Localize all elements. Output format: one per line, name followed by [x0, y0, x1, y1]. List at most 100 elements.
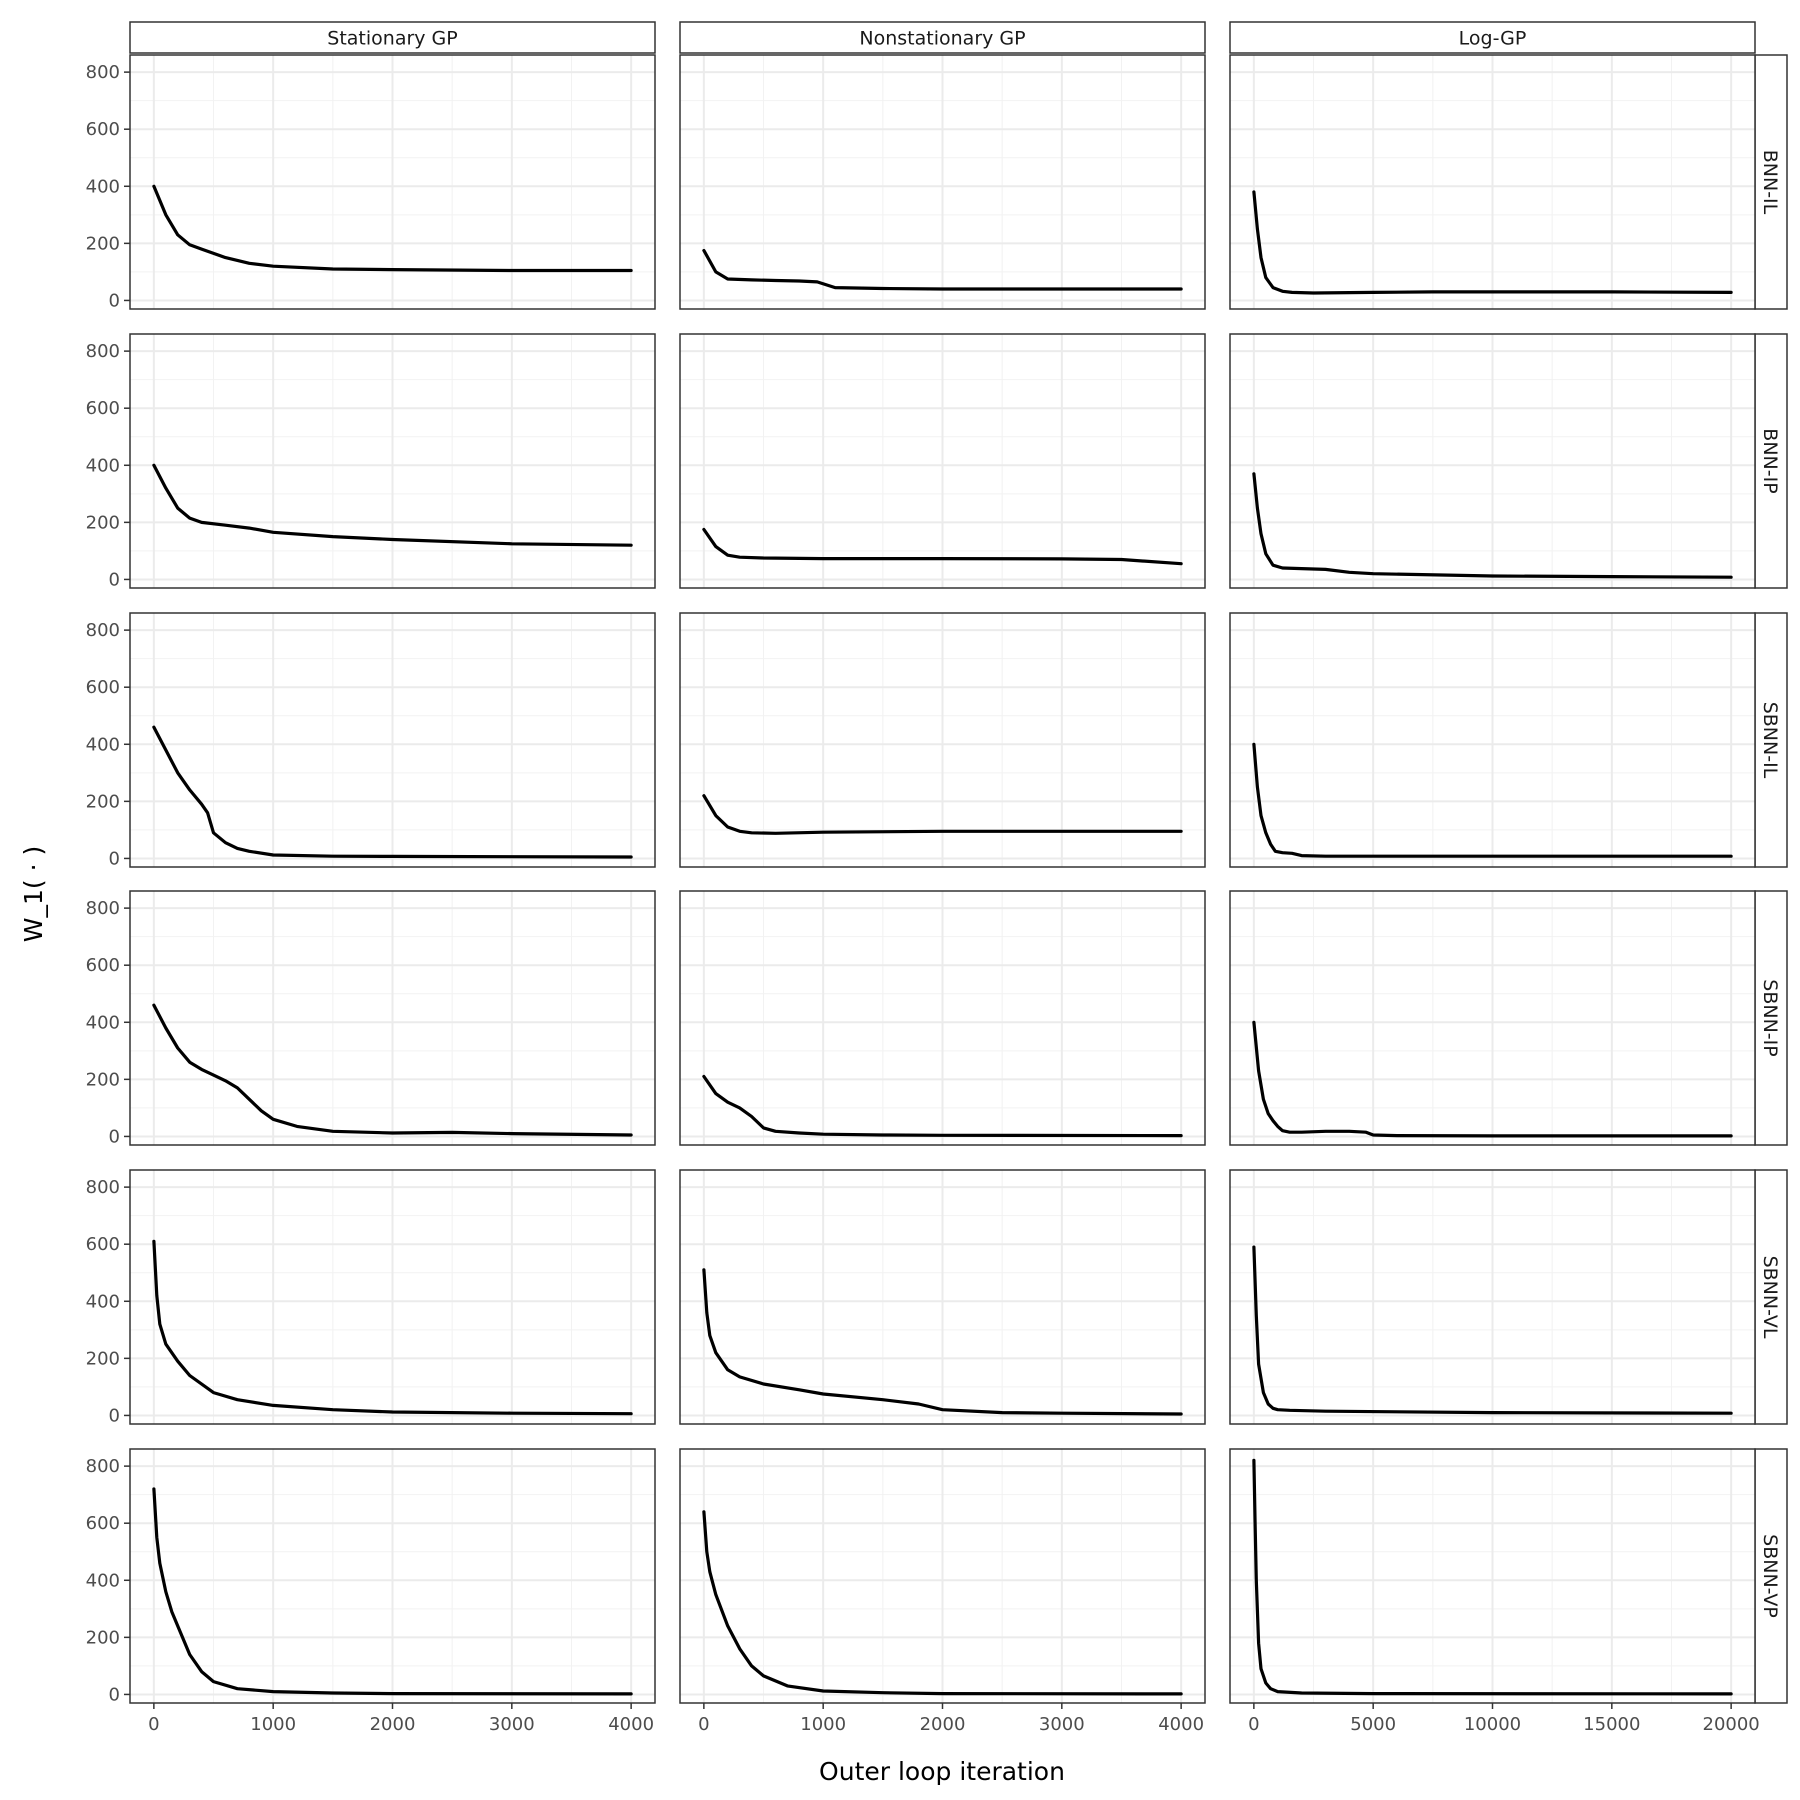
facet-strip-box	[129, 21, 656, 54]
x-tick-label: 0	[1248, 1714, 1259, 1735]
y-tick-label: 0	[109, 1126, 120, 1147]
y-tick-label: 0	[109, 290, 120, 311]
x-tick-label: 0	[698, 1714, 709, 1735]
panel-4-1: 0 200 400 600 800	[86, 890, 656, 1147]
x-axis-title: Outer loop iteration	[819, 1757, 1065, 1786]
panel-border	[1229, 1169, 1756, 1425]
y-tick-label: 0	[109, 1405, 120, 1426]
facet-strip-box	[1229, 21, 1756, 54]
panel-5-3	[1229, 1169, 1756, 1425]
panel-5-2	[679, 1169, 1206, 1425]
panel-3-2	[679, 612, 1206, 868]
panel-1-2	[679, 54, 1206, 310]
series-line	[702, 527, 1183, 566]
panel-border	[129, 890, 656, 1146]
y-tick-label: 600	[86, 955, 120, 976]
y-tick-label: 800	[86, 1456, 120, 1477]
facet-strip-row-4: SBNN-IP	[1754, 890, 1788, 1146]
x-tick-label: 20000	[1703, 1714, 1760, 1735]
panel-3-1: 0 200 400 600 800	[86, 612, 656, 869]
panel-4-3	[1229, 890, 1756, 1146]
y-tick-label: 800	[86, 898, 120, 919]
y-tick-label: 200	[86, 1627, 120, 1648]
panel-6-2: 0 1000 2000 3000 4000	[679, 1448, 1206, 1735]
y-tick-label: 600	[86, 119, 120, 140]
facet-strip-label: SBNN-IL	[1759, 702, 1781, 779]
x-tick-label: 2000	[370, 1714, 416, 1735]
panel-border	[129, 1169, 656, 1425]
y-tick-label: 400	[86, 1291, 120, 1312]
panel-6-3: 0 5000 10000 15000 20000	[1229, 1448, 1760, 1735]
y-tick-label: 0	[109, 569, 120, 590]
x-tick-label: 15000	[1583, 1714, 1640, 1735]
facet-strip-column-1: Stationary GP	[129, 21, 656, 54]
series-line	[702, 794, 1183, 835]
panel-border	[1229, 890, 1756, 1146]
facet-strip-box	[1754, 1169, 1788, 1425]
series-line	[702, 248, 1183, 291]
y-tick-label: 200	[86, 1348, 120, 1369]
x-tick-label: 3000	[489, 1714, 535, 1735]
series-line	[1252, 1245, 1733, 1415]
x-tick-label: 1000	[800, 1714, 846, 1735]
y-tick-label: 400	[86, 176, 120, 197]
series-line	[152, 1239, 633, 1416]
x-tick-label: 1000	[250, 1714, 296, 1735]
y-tick-label: 600	[86, 1234, 120, 1255]
facet-strip-box	[1754, 1448, 1788, 1704]
facet-strip-row-1: BNN-IL	[1754, 54, 1788, 310]
panel-border	[1229, 612, 1756, 868]
facet-strip-row-5: SBNN-VL	[1754, 1169, 1788, 1425]
y-tick-label: 0	[109, 1684, 120, 1705]
facet-strip-label: SBNN-VP	[1759, 1534, 1781, 1618]
facet-strip-label: SBNN-IP	[1759, 979, 1781, 1056]
panel-border	[1229, 333, 1756, 589]
x-tick-label: 4000	[608, 1714, 654, 1735]
y-tick-label: 400	[86, 455, 120, 476]
series-line	[1252, 742, 1733, 858]
panel-1-1: 0 200 400 600 800	[86, 54, 656, 311]
series-line	[702, 1510, 1183, 1696]
y-tick-label: 200	[86, 233, 120, 254]
x-tick-label: 3000	[1039, 1714, 1085, 1735]
y-tick-label: 600	[86, 1513, 120, 1534]
y-tick-label: 200	[86, 791, 120, 812]
x-tick-label: 5000	[1350, 1714, 1396, 1735]
y-tick-label: 600	[86, 677, 120, 698]
series-line	[1252, 190, 1733, 295]
y-tick-label: 800	[86, 62, 120, 83]
panel-4-2	[679, 890, 1206, 1146]
series-line	[152, 1003, 633, 1137]
facet-strip-row-3: SBNN-IL	[1754, 612, 1788, 868]
panel-border	[129, 54, 656, 310]
series-line	[152, 463, 633, 547]
panel-border	[679, 333, 1206, 589]
facet-strip-box	[679, 21, 1206, 54]
series-line	[1252, 1458, 1733, 1696]
facet-strip-row-6: SBNN-VP	[1754, 1448, 1788, 1704]
y-axis-title: W_1( · )	[19, 846, 48, 942]
facet-strip-box	[1754, 54, 1788, 310]
series-line	[1252, 1020, 1733, 1138]
y-tick-label: 400	[86, 734, 120, 755]
y-tick-label: 800	[86, 620, 120, 641]
panel-6-1: 0 200 400 600 800 0 1000 2000 3000 4000	[86, 1448, 656, 1735]
series-line	[152, 725, 633, 859]
facet-strip-label: SBNN-VL	[1759, 1256, 1781, 1339]
y-tick-label: 600	[86, 398, 120, 419]
panel-border	[679, 890, 1206, 1146]
series-line	[702, 1074, 1183, 1138]
y-tick-label: 800	[86, 1177, 120, 1198]
panel-border	[679, 54, 1206, 310]
facet-strip-column-2: Nonstationary GP	[679, 21, 1206, 54]
series-line	[152, 184, 633, 273]
x-tick-label: 4000	[1158, 1714, 1204, 1735]
panel-2-1: 0 200 400 600 800	[86, 333, 656, 590]
facet-strip-label: Nonstationary GP	[859, 28, 1025, 50]
x-tick-label: 10000	[1464, 1714, 1521, 1735]
x-tick-label: 2000	[920, 1714, 966, 1735]
facet-strip-label: BNN-IP	[1759, 428, 1781, 493]
y-tick-label: 800	[86, 341, 120, 362]
panel-2-2	[679, 333, 1206, 589]
facet-strip-label: Log-GP	[1459, 28, 1527, 50]
